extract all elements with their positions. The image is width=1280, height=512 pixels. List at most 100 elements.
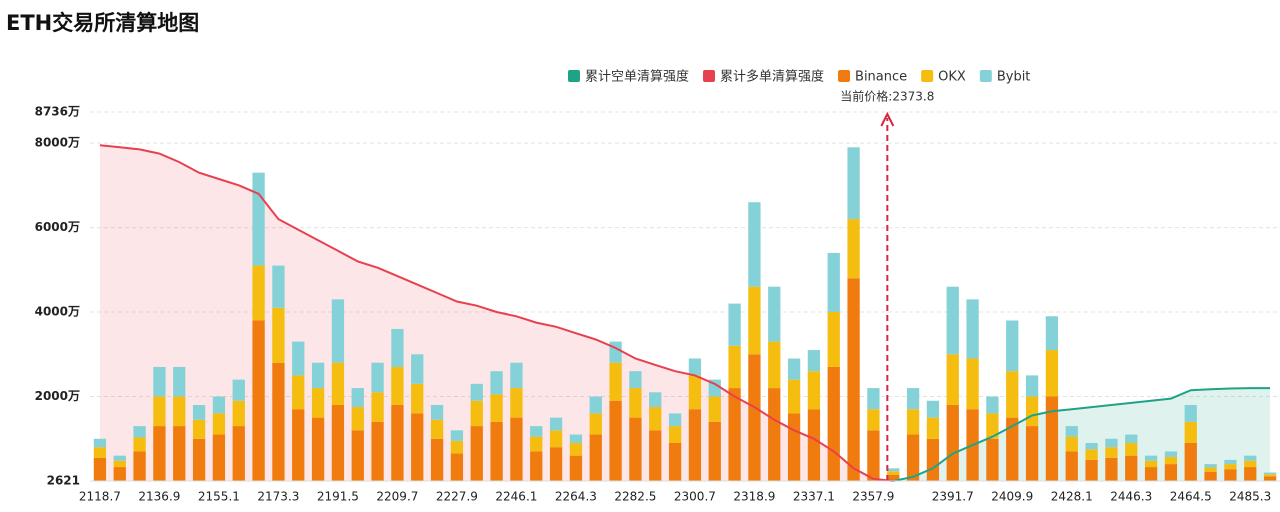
bar-segment <box>569 442 583 456</box>
bar-segment <box>609 400 622 481</box>
bar-segment <box>1045 396 1059 481</box>
legend-item[interactable]: Bybit <box>979 70 1031 85</box>
bar-segment <box>986 396 999 414</box>
bar-segment <box>351 430 364 481</box>
legend-item[interactable]: Binance <box>838 70 907 85</box>
bar-segment <box>331 404 345 481</box>
bar-segment <box>906 388 920 410</box>
legend-item[interactable]: 累计多单清算强度 <box>703 69 824 85</box>
lines: 当前价格:2373.8 <box>99 89 1271 482</box>
bar-segment <box>1085 442 1098 450</box>
bar-segment <box>847 147 860 220</box>
legend-swatch <box>921 70 934 82</box>
bar-segment <box>1164 451 1178 457</box>
bar-segment <box>1006 371 1019 418</box>
bar-segment <box>391 366 404 405</box>
bar-segment <box>93 457 107 481</box>
bar-segment <box>153 366 166 397</box>
bar-segment <box>867 409 880 431</box>
bar-segment <box>946 404 959 481</box>
bar-segment <box>649 430 662 481</box>
bar-segment <box>887 471 900 475</box>
bar-segment <box>629 388 642 418</box>
bar-segment <box>331 362 345 405</box>
y-tick-label: 8000万 <box>35 136 80 150</box>
bar-segment <box>768 286 781 342</box>
bar-segment <box>1164 464 1178 481</box>
bar-segment <box>1025 426 1039 481</box>
bar-segment <box>173 396 186 427</box>
bar-segment <box>391 404 404 481</box>
bar-segment <box>728 388 741 481</box>
price-arrow <box>880 111 895 127</box>
bar-segment <box>946 354 959 405</box>
bar-segment <box>1105 457 1118 481</box>
bar-segment <box>430 404 444 420</box>
bar-segment <box>510 362 523 389</box>
bar-segment <box>768 341 781 389</box>
bar-segment <box>133 437 146 452</box>
bar-segment <box>609 362 622 401</box>
bar-segment <box>530 451 543 481</box>
x-tick-label: 2409.9 <box>991 490 1033 504</box>
bar-segment <box>192 404 206 420</box>
bar-segment <box>748 354 761 481</box>
bar-segment <box>1184 442 1197 481</box>
bar-segment <box>1144 460 1158 468</box>
bar-segment <box>807 371 821 410</box>
x-tick-label: 2173.3 <box>257 490 299 504</box>
bar-segment <box>430 438 444 481</box>
x-tick-label: 2300.7 <box>674 490 716 504</box>
bar-segment <box>946 286 959 355</box>
bar-segment <box>292 341 305 376</box>
bar-segment <box>450 430 464 441</box>
legend-item[interactable]: 累计空单清算强度 <box>568 69 689 85</box>
bar-segment <box>569 455 583 481</box>
bar-segment <box>649 407 662 431</box>
bar-segment <box>768 388 781 481</box>
x-tick-label: 2485.3 <box>1229 490 1271 504</box>
x-tick-label: 2282.5 <box>614 490 656 504</box>
legend-item[interactable]: OKX <box>921 70 966 85</box>
bar-segment <box>688 375 702 410</box>
bar-segment <box>926 438 940 481</box>
bar-segment <box>192 438 206 481</box>
x-tick-label: 2264.3 <box>555 490 597 504</box>
bar-segment <box>1125 455 1138 481</box>
x-tick-label: 2337.1 <box>793 490 835 504</box>
bar-segment <box>371 421 384 481</box>
bar-segment <box>906 434 920 481</box>
bar-segment <box>1244 460 1257 468</box>
x-tick-label: 2191.5 <box>317 490 359 504</box>
bar-segment <box>966 358 979 410</box>
bar-segment <box>629 417 642 481</box>
bar-segment <box>1085 449 1098 460</box>
bar-segment <box>827 366 840 481</box>
bar-segment <box>887 474 900 481</box>
bar-segment <box>93 438 107 448</box>
bar-segment <box>232 400 245 427</box>
bar-segment <box>252 172 265 266</box>
legend-label: Bybit <box>997 70 1031 85</box>
bar-segment <box>1006 417 1019 481</box>
line <box>99 144 894 482</box>
y-tick-label: 2621 <box>47 474 80 488</box>
bar-segment <box>887 468 900 472</box>
x-tick-label: 2136.9 <box>138 490 180 504</box>
x-tick-label: 2155.1 <box>198 490 240 504</box>
bar-segment <box>252 320 265 481</box>
bar-segment <box>1065 426 1078 437</box>
bar-segment <box>1224 464 1237 470</box>
bar-segment <box>629 371 642 389</box>
x-tick-label: 2227.9 <box>436 490 478 504</box>
bar-segment <box>1065 436 1078 452</box>
bar-segment <box>430 419 444 439</box>
bar-segment <box>470 426 483 481</box>
bar-segment <box>311 388 325 418</box>
bar-segment <box>1204 471 1217 481</box>
bar-segment <box>1065 451 1078 481</box>
bar-segment <box>549 447 563 481</box>
bar-segment <box>649 392 662 408</box>
bar-segment <box>589 413 602 435</box>
